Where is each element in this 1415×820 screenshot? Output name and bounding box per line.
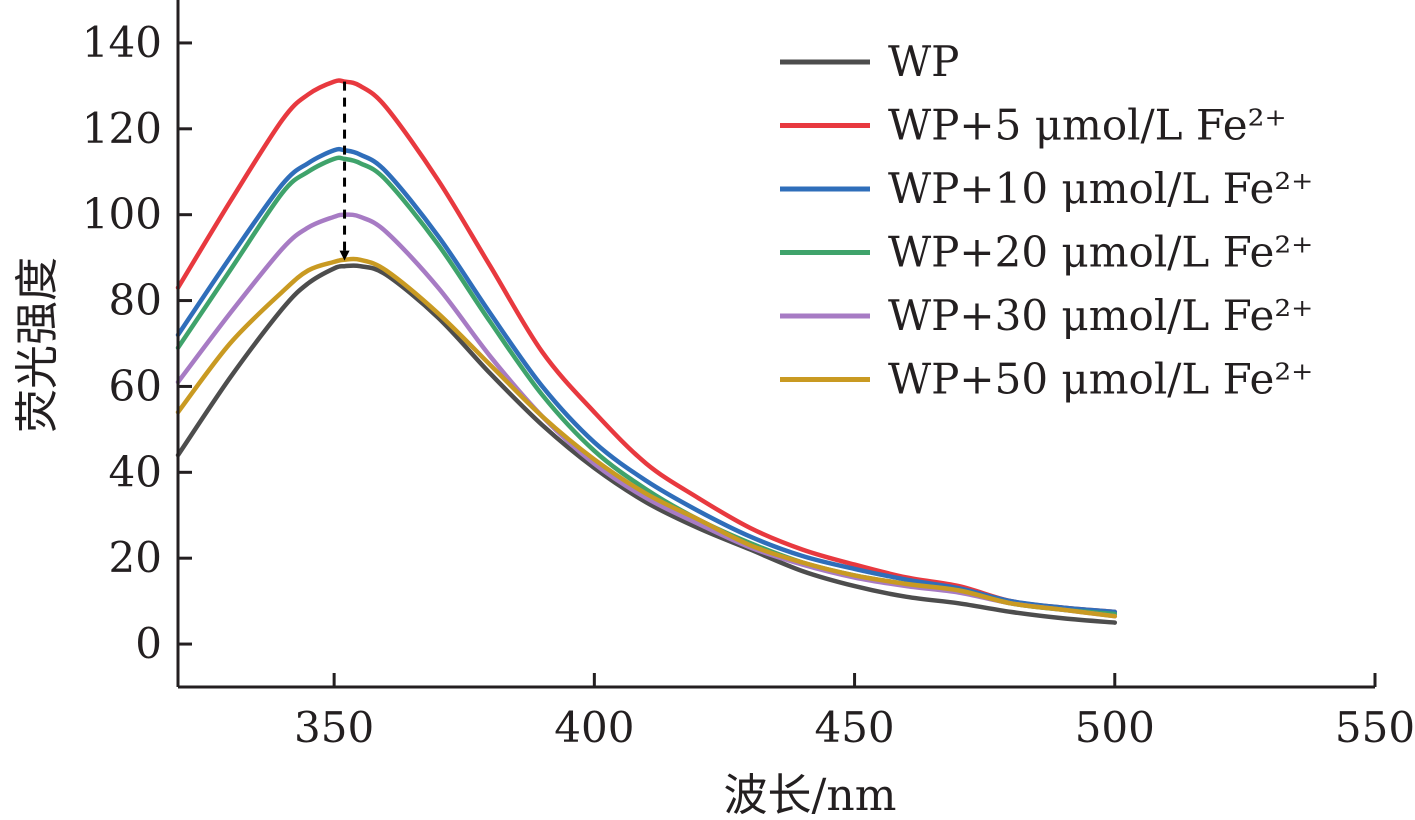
series-line-1 xyxy=(175,263,1118,625)
x-axis-title: 波长/nm xyxy=(724,770,897,820)
x-tick-label: 350 xyxy=(294,703,374,752)
series-line-6 xyxy=(175,256,1118,619)
y-tick-label: 40 xyxy=(109,447,162,496)
legend-label-2: WP+5 μmol/L Fe²⁺ xyxy=(888,101,1287,150)
y-tick-label: 60 xyxy=(109,361,162,410)
series-line-3 xyxy=(175,146,1118,615)
legend-label-3: WP+10 μmol/L Fe²⁺ xyxy=(888,164,1313,213)
plot-area xyxy=(175,78,1118,625)
legend-label-6: WP+50 μmol/L Fe²⁺ xyxy=(888,355,1313,404)
y-tick-label: 140 xyxy=(82,18,162,67)
legend-label-1: WP xyxy=(888,37,959,86)
y-tick-label: 20 xyxy=(109,533,162,582)
y-tick-label: 0 xyxy=(135,619,162,668)
legend-label-4: WP+20 μmol/L Fe²⁺ xyxy=(888,228,1313,277)
x-tick-label: 500 xyxy=(1075,703,1155,752)
series-line-2 xyxy=(175,78,1118,615)
y-tick-label: 100 xyxy=(82,190,162,239)
x-tick-label: 400 xyxy=(554,703,634,752)
y-tick-label: 80 xyxy=(109,276,162,325)
y-axis-title: 荧光强度 xyxy=(12,257,63,433)
legend-label-5: WP+30 μmol/L Fe²⁺ xyxy=(888,291,1313,340)
legend: WP WP+5 μmol/L Fe²⁺ WP+10 μmol/L Fe²⁺ WP+20… xyxy=(780,37,1313,404)
y-tick-label: 120 xyxy=(82,104,162,153)
x-tick-label: 550 xyxy=(1335,703,1415,752)
x-tick-label: 450 xyxy=(814,703,894,752)
axes: 350 400 450 500 550 0 20 40 60 80 100 120 140 xyxy=(82,0,1415,752)
